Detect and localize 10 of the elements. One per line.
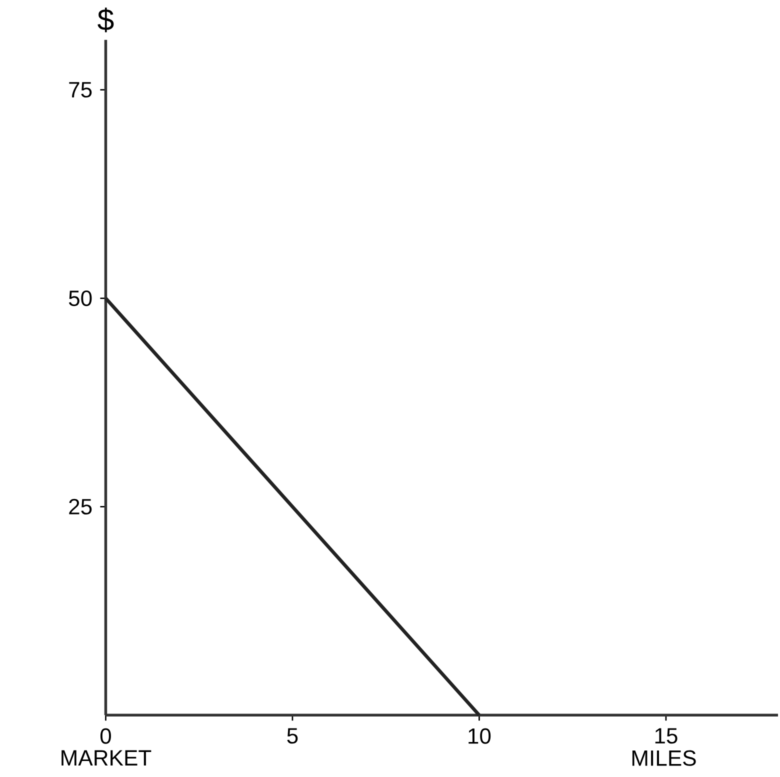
y-axis-title: $	[98, 8, 114, 32]
x-tick-label: 10	[468, 728, 491, 744]
x-tick-label: 5	[287, 728, 298, 744]
x-tick-label: 15	[655, 728, 678, 744]
x-axis-title: MILES	[632, 750, 696, 766]
y-tick-label: 25	[69, 498, 92, 515]
text: MARKET	[62, 750, 152, 766]
y-tick-label: 50	[68, 290, 92, 306]
y-tick-label: 75	[69, 82, 92, 98]
x-tick-label: 0	[100, 728, 111, 744]
